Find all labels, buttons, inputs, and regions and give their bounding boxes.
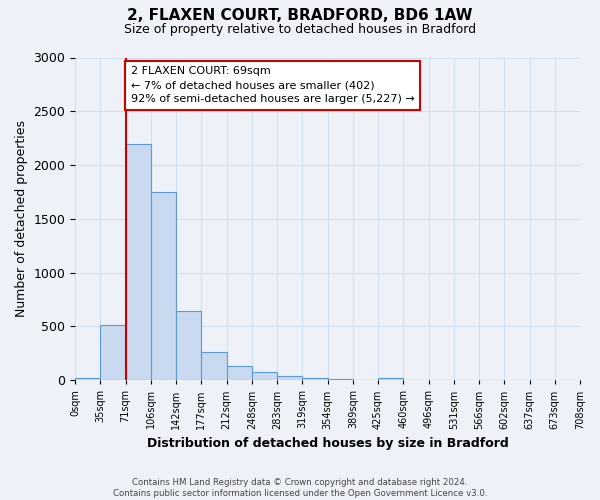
Bar <box>252 372 277 380</box>
Bar <box>202 352 227 380</box>
X-axis label: Distribution of detached houses by size in Bradford: Distribution of detached houses by size … <box>147 437 508 450</box>
Y-axis label: Number of detached properties: Number of detached properties <box>15 120 28 318</box>
Bar <box>100 326 125 380</box>
Bar <box>328 379 353 380</box>
Bar <box>227 366 252 380</box>
Text: Size of property relative to detached houses in Bradford: Size of property relative to detached ho… <box>124 22 476 36</box>
Bar <box>378 378 403 380</box>
Bar <box>302 378 328 380</box>
Bar <box>75 378 100 380</box>
Bar <box>125 144 151 380</box>
Text: Contains HM Land Registry data © Crown copyright and database right 2024.
Contai: Contains HM Land Registry data © Crown c… <box>113 478 487 498</box>
Bar <box>277 376 302 380</box>
Text: 2, FLAXEN COURT, BRADFORD, BD6 1AW: 2, FLAXEN COURT, BRADFORD, BD6 1AW <box>127 8 473 22</box>
Text: 2 FLAXEN COURT: 69sqm
← 7% of detached houses are smaller (402)
92% of semi-deta: 2 FLAXEN COURT: 69sqm ← 7% of detached h… <box>131 66 415 104</box>
Bar <box>176 312 202 380</box>
Bar <box>151 192 176 380</box>
